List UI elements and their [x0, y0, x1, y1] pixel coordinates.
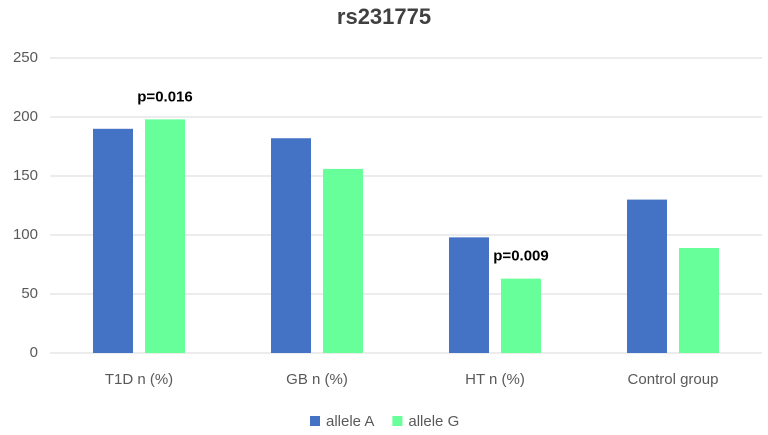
annotation: p=0.009: [493, 248, 548, 265]
x-tick-label: GB n (%): [286, 371, 348, 388]
y-tick-label: 200: [13, 108, 38, 125]
chart-title: rs231775: [337, 4, 431, 29]
bar: [627, 199, 667, 353]
annotation: p=0.016: [137, 88, 192, 105]
bar: [449, 237, 489, 353]
bar: [679, 247, 719, 353]
x-tick-label: HT n (%): [465, 371, 525, 388]
y-tick-label: 250: [13, 49, 38, 66]
x-tick-label: Control group: [628, 371, 719, 388]
legend-swatch: [310, 416, 320, 426]
x-tick-label: T1D n (%): [105, 371, 173, 388]
legend-label: allele G: [408, 413, 459, 430]
y-tick-label: 150: [13, 167, 38, 184]
y-tick-label: 50: [21, 285, 38, 302]
bar: [93, 128, 133, 353]
bar: [501, 278, 541, 353]
bar: [323, 168, 363, 353]
y-tick-label: 0: [30, 344, 38, 361]
legend-swatch: [392, 416, 403, 426]
bar: [271, 138, 311, 353]
y-tick-label: 100: [13, 226, 38, 243]
legend-label: allele A: [326, 413, 374, 430]
bar: [145, 119, 185, 353]
